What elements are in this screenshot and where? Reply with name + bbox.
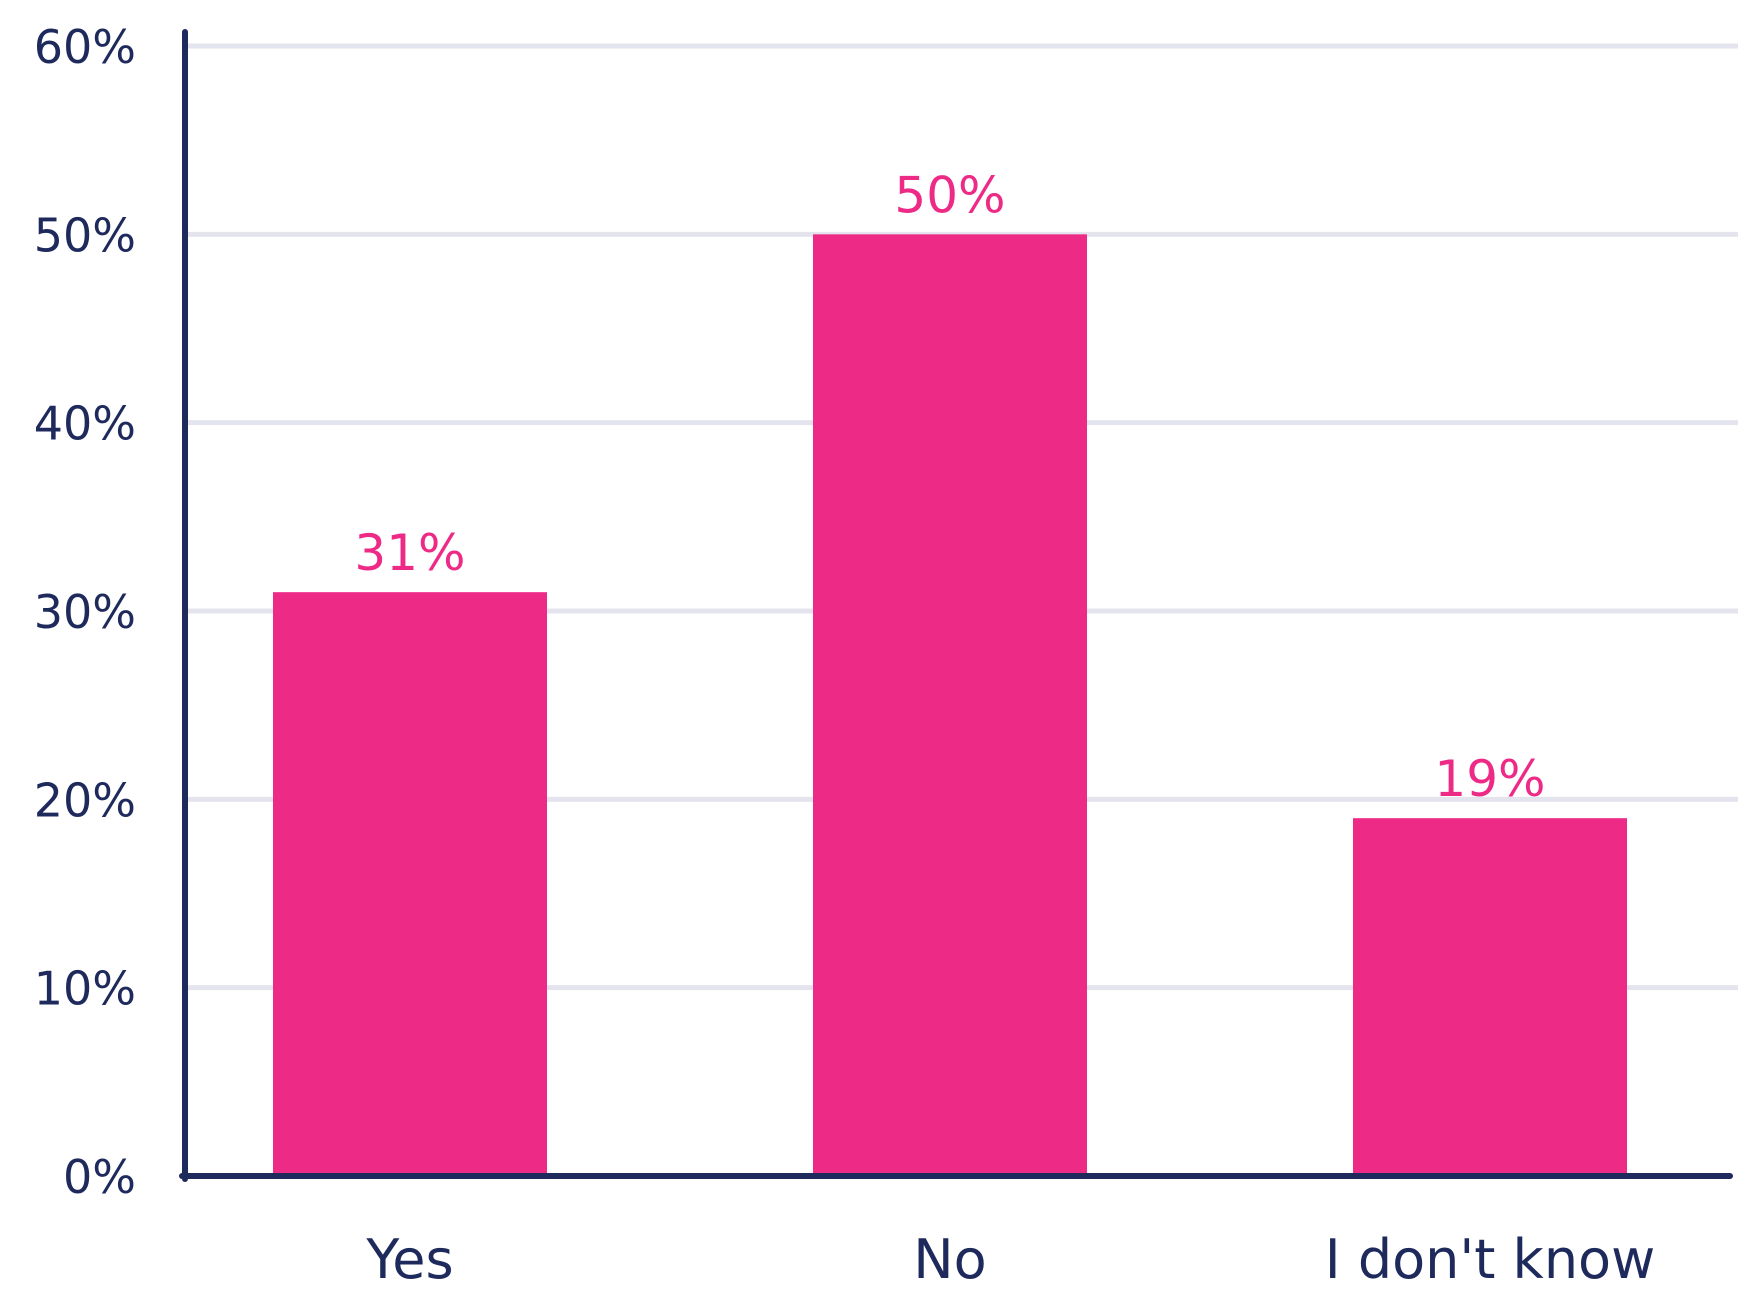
bars bbox=[273, 234, 1627, 1177]
data-label: 19% bbox=[1434, 750, 1545, 808]
y-tick-label: 10% bbox=[34, 962, 136, 1016]
y-tick-label: 50% bbox=[34, 208, 136, 262]
y-tick-label: 60% bbox=[34, 20, 136, 74]
data-label: 50% bbox=[894, 166, 1005, 224]
y-tick-label: 40% bbox=[34, 397, 136, 451]
x-category-label: No bbox=[913, 1228, 986, 1291]
bar bbox=[813, 234, 1087, 1177]
x-category-labels: Yes No I don't know bbox=[365, 1228, 1655, 1291]
y-tick-label: 0% bbox=[63, 1150, 136, 1204]
data-labels: 31% 50% 19% bbox=[354, 166, 1545, 808]
x-category-label: Yes bbox=[365, 1228, 453, 1291]
y-tick-label: 30% bbox=[34, 585, 136, 639]
data-label: 31% bbox=[354, 524, 465, 582]
y-tick-label: 20% bbox=[34, 773, 136, 827]
axes bbox=[179, 29, 1733, 1182]
y-tick-labels: 0% 10% 20% 30% 40% 50% 60% bbox=[34, 20, 136, 1204]
bar bbox=[273, 592, 547, 1176]
x-category-label: I don't know bbox=[1325, 1228, 1656, 1291]
bar bbox=[1353, 818, 1627, 1176]
